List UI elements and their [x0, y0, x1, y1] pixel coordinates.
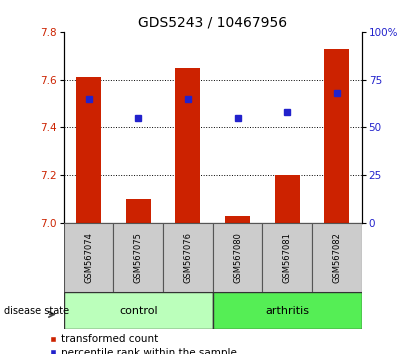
Bar: [213, 223, 262, 292]
Bar: [275, 175, 300, 223]
Bar: [163, 223, 213, 292]
Bar: [76, 77, 101, 223]
Bar: [262, 223, 312, 292]
Text: arthritis: arthritis: [265, 306, 309, 316]
Text: GSM567076: GSM567076: [183, 232, 192, 283]
Title: GDS5243 / 10467956: GDS5243 / 10467956: [138, 15, 287, 29]
Text: GSM567081: GSM567081: [283, 232, 292, 283]
Text: GSM567080: GSM567080: [233, 232, 242, 283]
Text: GSM567075: GSM567075: [134, 232, 143, 283]
Text: control: control: [119, 306, 157, 316]
Text: GSM567074: GSM567074: [84, 232, 93, 283]
Bar: [324, 48, 349, 223]
Bar: [64, 292, 213, 329]
Bar: [213, 292, 362, 329]
Bar: [113, 223, 163, 292]
Bar: [64, 223, 113, 292]
Bar: [175, 68, 200, 223]
Bar: [126, 199, 150, 223]
Text: GSM567082: GSM567082: [332, 232, 342, 283]
Bar: [225, 216, 250, 223]
Bar: [312, 223, 362, 292]
Text: disease state: disease state: [4, 306, 69, 316]
Legend: transformed count, percentile rank within the sample: transformed count, percentile rank withi…: [48, 335, 237, 354]
